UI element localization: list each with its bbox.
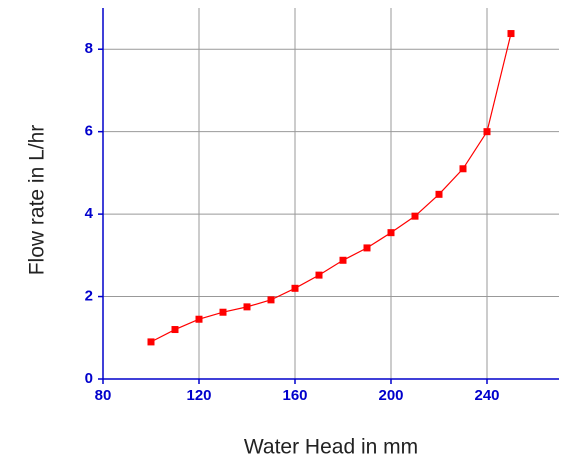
data-point (507, 30, 515, 38)
y-tick-label: 2 (85, 288, 93, 305)
x-tick-label: 200 (378, 387, 403, 404)
data-point (411, 212, 419, 220)
data-point (147, 338, 155, 346)
data-point (267, 296, 275, 304)
x-tick-label: 120 (186, 387, 211, 404)
y-tick-label: 0 (85, 370, 93, 387)
data-point (195, 315, 203, 323)
y-axis-label: Flow rate in L/hr (26, 125, 49, 276)
data-point (363, 244, 371, 252)
data-line (150, 33, 512, 343)
x-tick-label: 160 (282, 387, 307, 404)
y-tick-label: 4 (85, 205, 94, 222)
data-point (435, 190, 443, 198)
data-point (219, 308, 227, 316)
data-point (483, 128, 491, 136)
x-axis-label: Water Head in mm (244, 436, 418, 459)
y-tick-label: 6 (85, 123, 93, 140)
y-tick-label: 8 (85, 40, 93, 57)
x-tick-label: 240 (474, 387, 499, 404)
x-tick-label: 80 (95, 387, 112, 404)
data-point (291, 284, 299, 292)
data-point (459, 165, 467, 173)
data-point (315, 271, 323, 279)
data-point (387, 229, 395, 237)
data-point (339, 256, 347, 264)
data-point (171, 326, 179, 334)
data-point (243, 303, 251, 311)
